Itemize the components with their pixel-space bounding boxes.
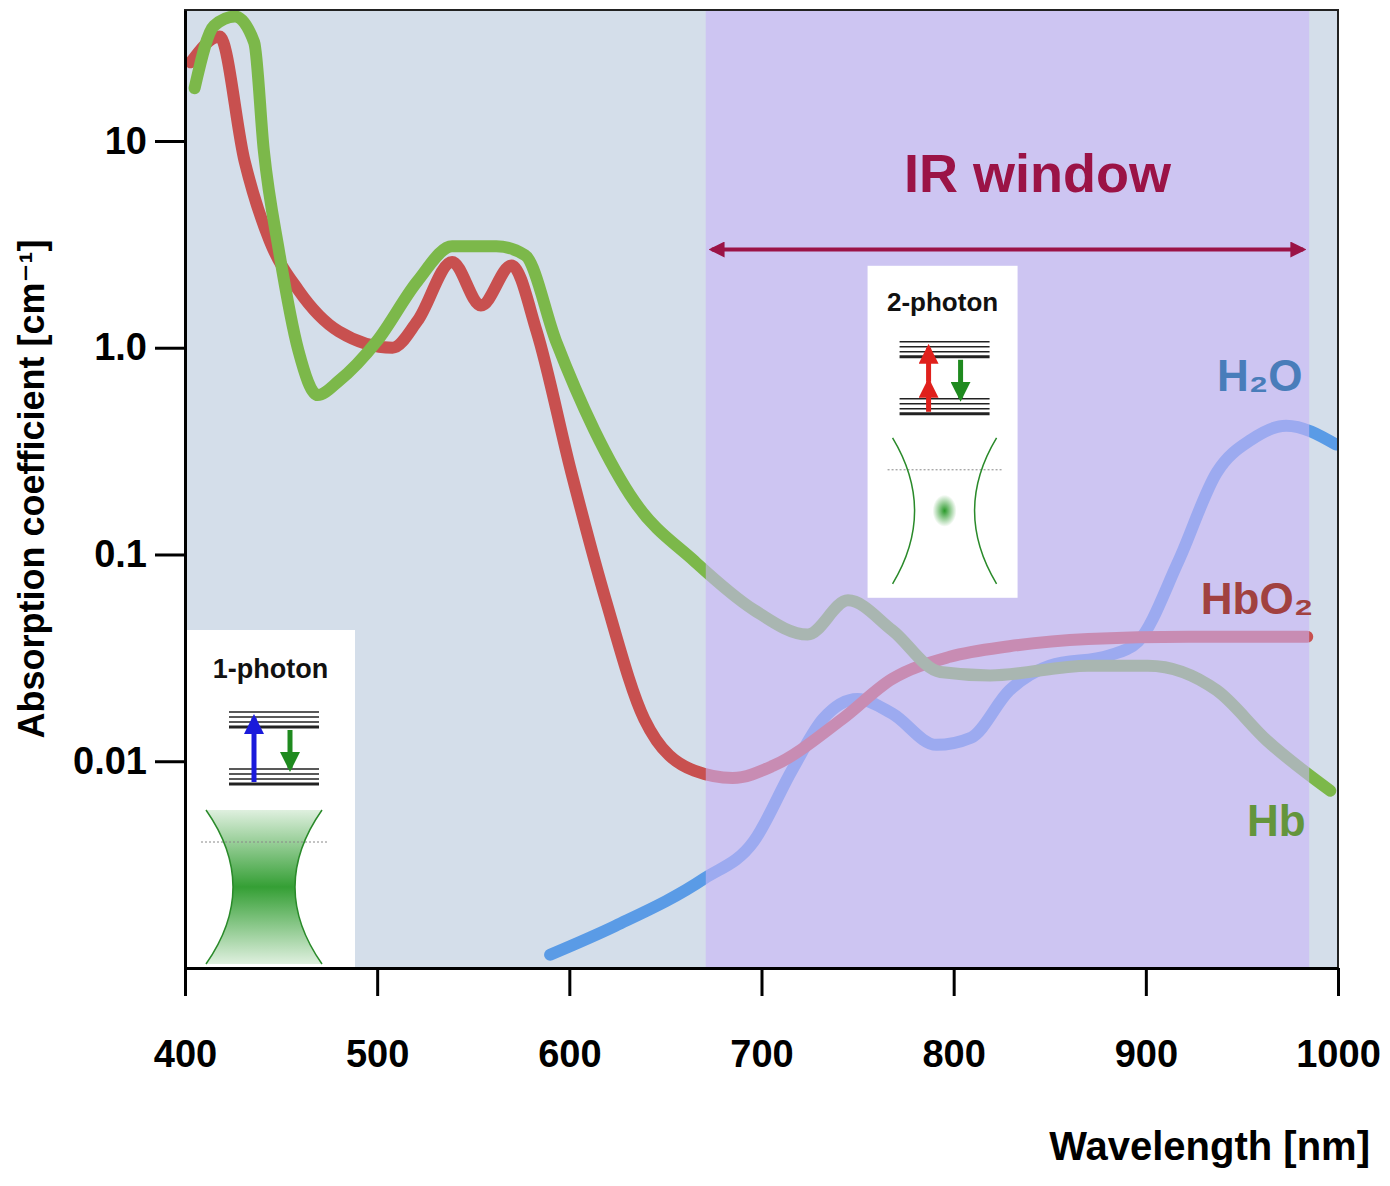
transition-arrow bbox=[288, 730, 293, 768]
ir-window-arrow bbox=[712, 248, 1303, 252]
x-tick: 600 bbox=[538, 968, 601, 1075]
inset-2-photon: 2-photon bbox=[868, 266, 1018, 598]
y-tick-label: 0.01 bbox=[73, 740, 147, 782]
x-tick-label: 1000 bbox=[1296, 1033, 1381, 1075]
energy-level bbox=[229, 778, 319, 780]
x-tick-mark bbox=[376, 968, 379, 996]
x-tick-mark bbox=[568, 968, 571, 996]
x-tick-label: 600 bbox=[538, 1033, 601, 1075]
energy-level bbox=[900, 341, 990, 343]
transition-arrow bbox=[926, 382, 931, 412]
plot-area bbox=[191, 10, 1336, 968]
energy-level bbox=[229, 726, 319, 729]
y-axis-title: Absorption coefficient [cm⁻¹] bbox=[11, 239, 52, 738]
x-tick: 1000 bbox=[1296, 968, 1381, 1075]
x-tick-mark bbox=[953, 968, 956, 996]
inset-title: 1-photon bbox=[213, 654, 328, 684]
transition-arrow bbox=[958, 360, 963, 398]
x-tick: 700 bbox=[730, 968, 793, 1075]
x-tick-mark bbox=[184, 968, 187, 996]
x-tick: 400 bbox=[154, 968, 217, 1075]
y-axis-line bbox=[184, 11, 187, 969]
energy-level bbox=[229, 783, 319, 786]
y-tick-mark bbox=[155, 760, 185, 763]
y-tick-label: 1.0 bbox=[94, 326, 147, 368]
y-tick: 0.1 bbox=[94, 533, 185, 575]
plot-background bbox=[185, 10, 1338, 968]
focal-plane bbox=[888, 469, 1002, 470]
transition-arrow bbox=[252, 718, 257, 782]
energy-level bbox=[900, 408, 990, 410]
energy-level bbox=[900, 355, 990, 358]
energy-level bbox=[900, 412, 990, 415]
inset-box bbox=[868, 266, 1018, 598]
x-tick-label: 800 bbox=[922, 1033, 985, 1075]
x-tick: 800 bbox=[922, 968, 985, 1075]
energy-level bbox=[229, 716, 319, 718]
x-tick-label: 400 bbox=[154, 1033, 217, 1075]
energy-level bbox=[229, 711, 319, 713]
inset-1-photon: 1-photon bbox=[186, 630, 355, 968]
energy-level bbox=[900, 403, 990, 405]
x-tick-mark bbox=[1337, 968, 1340, 996]
y-tick-label: 10 bbox=[105, 120, 147, 162]
x-tick-label: 500 bbox=[346, 1033, 409, 1075]
y-tick-mark bbox=[155, 347, 185, 350]
beam-edge bbox=[893, 438, 915, 584]
beam-fill bbox=[206, 810, 322, 964]
x-tick-label: 700 bbox=[730, 1033, 793, 1075]
beam-edge bbox=[975, 438, 997, 584]
ir-window-label: IR window bbox=[904, 143, 1172, 203]
y-tick: 0.01 bbox=[73, 740, 185, 782]
x-tick: 900 bbox=[1115, 968, 1178, 1075]
energy-level bbox=[900, 398, 990, 400]
focus-spot bbox=[933, 495, 957, 527]
y-axis: 0.01 0.1 1.0 10 bbox=[73, 11, 185, 969]
x-tick-mark bbox=[1145, 968, 1148, 996]
energy-level bbox=[229, 721, 319, 723]
transition-arrow bbox=[926, 348, 931, 382]
series-label: H₂O bbox=[1217, 351, 1303, 400]
inset-title: 2-photon bbox=[887, 287, 998, 317]
beam-edge bbox=[295, 810, 322, 964]
y-tick-mark bbox=[155, 140, 185, 143]
y-tick-mark bbox=[155, 553, 185, 556]
plot-frame bbox=[185, 10, 1338, 968]
y-tick: 10 bbox=[105, 120, 185, 162]
energy-level bbox=[229, 773, 319, 775]
energy-level bbox=[900, 351, 990, 353]
x-tick: 500 bbox=[346, 968, 409, 1075]
inset-box bbox=[186, 630, 355, 968]
x-tick-mark bbox=[761, 968, 764, 996]
x-tick-label: 900 bbox=[1115, 1033, 1178, 1075]
energy-level bbox=[229, 768, 319, 770]
beam-edge bbox=[206, 810, 233, 964]
x-axis-title: Wavelength [nm] bbox=[1049, 1124, 1370, 1168]
series-label: Hb bbox=[1247, 796, 1306, 845]
x-axis: 400 500 600 700 800 900 1000 bbox=[154, 968, 1381, 1075]
chart-root: IR window 1-photon 2-photon H₂O HbO₂ Hb 400 500… bbox=[0, 0, 1390, 1186]
ir-window-band bbox=[706, 10, 1309, 968]
y-tick: 1.0 bbox=[94, 326, 185, 368]
focal-plane bbox=[201, 842, 327, 843]
y-tick-label: 0.1 bbox=[94, 533, 147, 575]
energy-level bbox=[900, 346, 990, 348]
series-label: HbO₂ bbox=[1201, 574, 1313, 623]
